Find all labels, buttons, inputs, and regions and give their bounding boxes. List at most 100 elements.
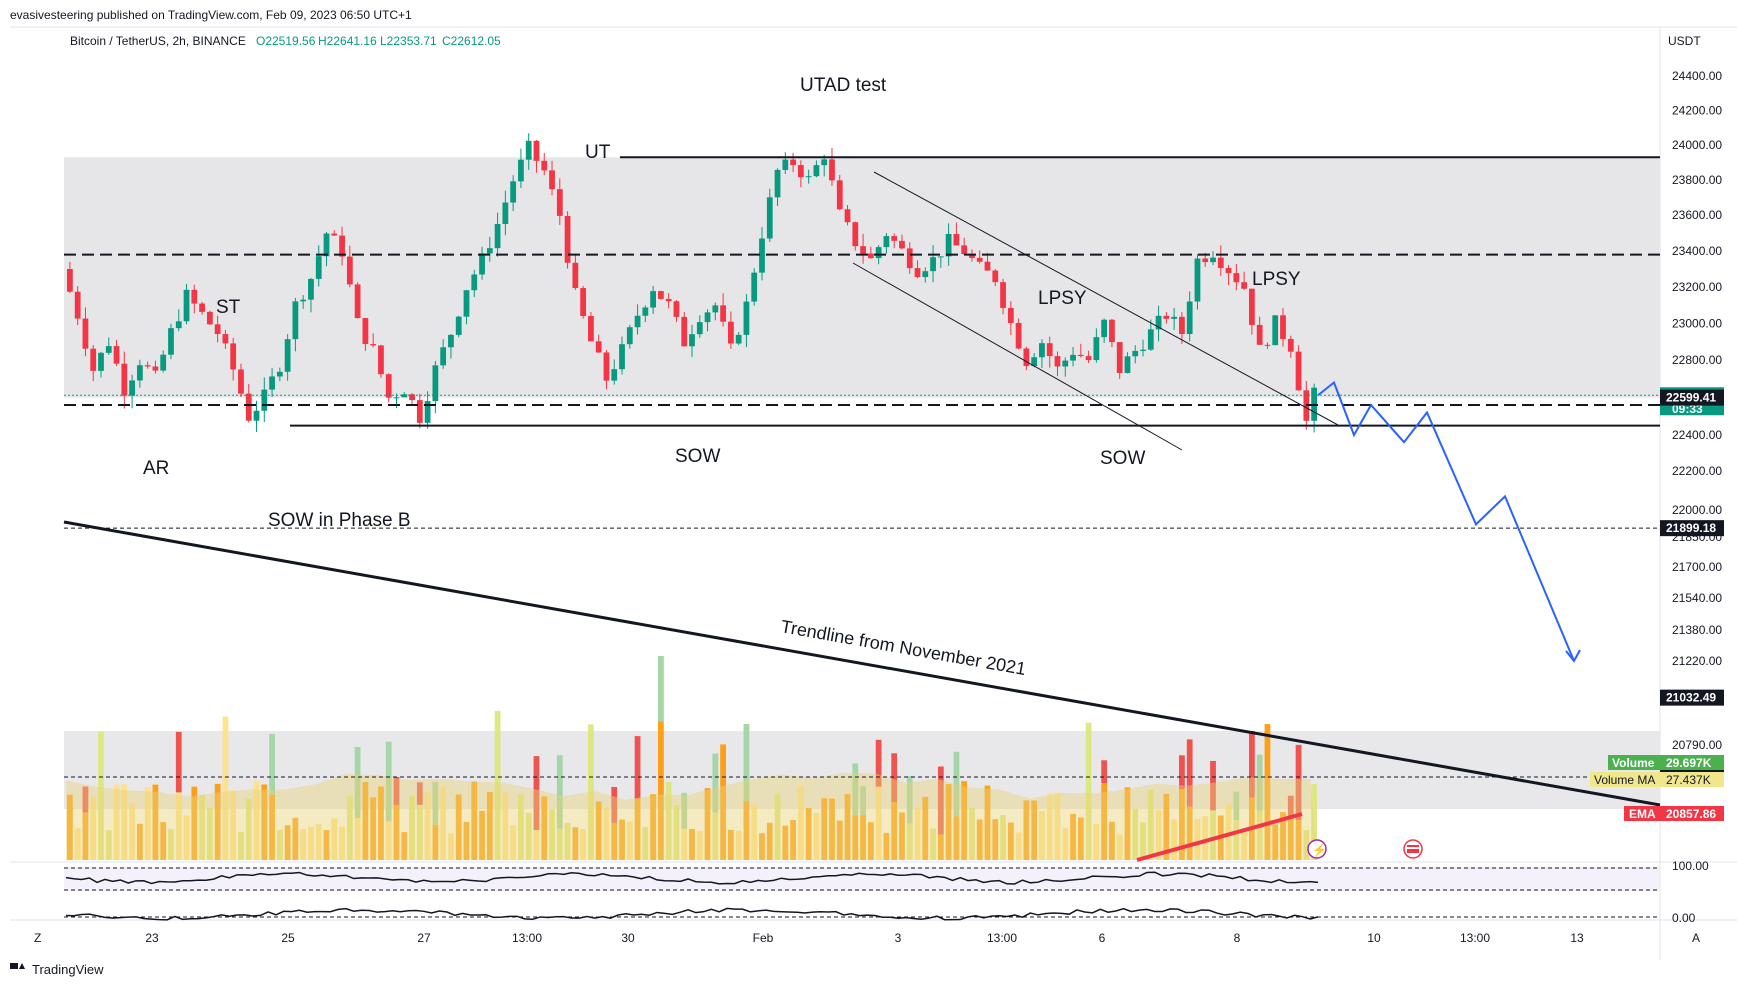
annotation-sow-1: SOW xyxy=(675,446,720,467)
projection-path[interactable] xyxy=(1317,380,1575,662)
candle-body xyxy=(836,180,843,210)
volume-spike xyxy=(416,782,423,805)
candle-body xyxy=(486,248,493,254)
volume-spike xyxy=(175,731,182,793)
candle-body xyxy=(704,312,711,323)
volume-bar xyxy=(922,796,929,860)
candle-body xyxy=(658,291,664,299)
volume-bar xyxy=(1085,722,1092,860)
volume-bar xyxy=(1179,789,1185,860)
candle-body xyxy=(945,233,952,257)
osc-tick-100: 100.00 xyxy=(1672,859,1709,873)
price-tick-label: 23000.00 xyxy=(1672,317,1722,331)
trendline-november-2021[interactable] xyxy=(63,520,1661,807)
volume-bar xyxy=(735,830,742,860)
ema-legend-tag xyxy=(1624,806,1660,821)
candle-body xyxy=(463,290,470,317)
volume-bar xyxy=(650,794,657,860)
price-tick-label: 21540.00 xyxy=(1672,591,1722,605)
volume-bar xyxy=(541,796,548,860)
volume-bars xyxy=(66,656,1318,860)
lightning-icon[interactable] xyxy=(1307,839,1327,859)
candle-body xyxy=(1093,337,1100,361)
volume-bar xyxy=(129,803,135,860)
candle-body xyxy=(409,394,415,401)
volume-bar xyxy=(790,820,796,860)
volume-bar xyxy=(696,831,703,860)
volume-bar xyxy=(665,782,672,860)
volume-bar xyxy=(1046,793,1053,860)
volume-bar xyxy=(339,826,345,860)
volume-bar xyxy=(953,816,960,860)
candle-body xyxy=(1132,350,1139,357)
volume-spike xyxy=(658,656,664,722)
candle-body xyxy=(937,256,944,258)
candle-body xyxy=(875,247,882,259)
volume-bar xyxy=(1101,783,1108,860)
volume-bar xyxy=(362,781,369,860)
volume-bar xyxy=(549,809,555,860)
candle-body xyxy=(580,288,587,317)
trading-range-box xyxy=(64,157,1660,398)
volume-bar xyxy=(1311,784,1317,860)
volume-bar xyxy=(712,812,719,860)
candle-body xyxy=(105,346,112,353)
candle-body xyxy=(393,397,400,399)
annotation-lpsy-1: LPSY xyxy=(1038,288,1087,309)
candle-body xyxy=(673,301,680,317)
volume-bar xyxy=(797,786,804,860)
candle-body xyxy=(992,270,999,283)
volume-bar xyxy=(891,802,898,860)
time-tick-label: 27 xyxy=(417,931,431,945)
candle-body xyxy=(67,269,73,292)
candle-body xyxy=(253,410,260,421)
volume-bar xyxy=(308,826,314,860)
candle-body xyxy=(494,224,501,249)
symbol-legend[interactable]: Bitcoin / TetherUS, 2h, BINANCE xyxy=(70,34,246,48)
volume-bar xyxy=(346,796,353,860)
volume-legend-tag xyxy=(1608,755,1660,770)
candle-body xyxy=(766,197,773,239)
volume-bar xyxy=(603,807,610,860)
volume-bar xyxy=(595,801,602,860)
price-tick-label: 21380.00 xyxy=(1672,623,1722,637)
candle-body xyxy=(300,299,307,302)
zoom-left-button[interactable]: Z xyxy=(34,931,41,945)
volume-bar xyxy=(1272,824,1279,860)
volume-spike xyxy=(1186,739,1193,807)
candle-body xyxy=(1264,344,1271,346)
candle-body xyxy=(1202,258,1209,263)
candle-body xyxy=(774,169,781,198)
volume-bar xyxy=(937,834,944,860)
candle-body xyxy=(1101,319,1108,338)
price-tick-label: 21700.00 xyxy=(1672,560,1722,574)
volume-bar xyxy=(510,825,517,860)
volume-spike xyxy=(712,753,719,813)
volume-bar xyxy=(782,825,789,860)
candle-body xyxy=(1054,356,1061,367)
channel-lower-line[interactable] xyxy=(852,262,1183,451)
volume-bar xyxy=(494,710,501,860)
volume-bar xyxy=(448,833,454,860)
price-tag-label: 21032.49 xyxy=(1666,691,1716,705)
annotation-st: ST xyxy=(216,297,241,318)
zoom-right-button[interactable]: A xyxy=(1692,931,1700,945)
volume-bar xyxy=(471,781,478,860)
publish-info: evasivesteering published on TradingView… xyxy=(10,8,412,22)
volume-spike xyxy=(852,763,859,816)
candle-body xyxy=(665,298,672,302)
candle-body xyxy=(782,159,789,170)
price-tag-bg xyxy=(1660,520,1724,537)
candle-body xyxy=(969,254,975,258)
volume-bar xyxy=(1171,819,1178,860)
ema-value: 20857.86 xyxy=(1666,807,1716,821)
volume-bar xyxy=(284,825,291,860)
volume-ma-label: Volume MA xyxy=(1594,773,1655,787)
candle-body xyxy=(914,268,921,278)
channel-upper-line[interactable] xyxy=(873,171,1339,426)
volume-bar xyxy=(1109,821,1115,860)
candle-body xyxy=(1077,354,1084,357)
volume-bar xyxy=(168,829,174,860)
time-tick-label: 13:00 xyxy=(1460,931,1490,945)
